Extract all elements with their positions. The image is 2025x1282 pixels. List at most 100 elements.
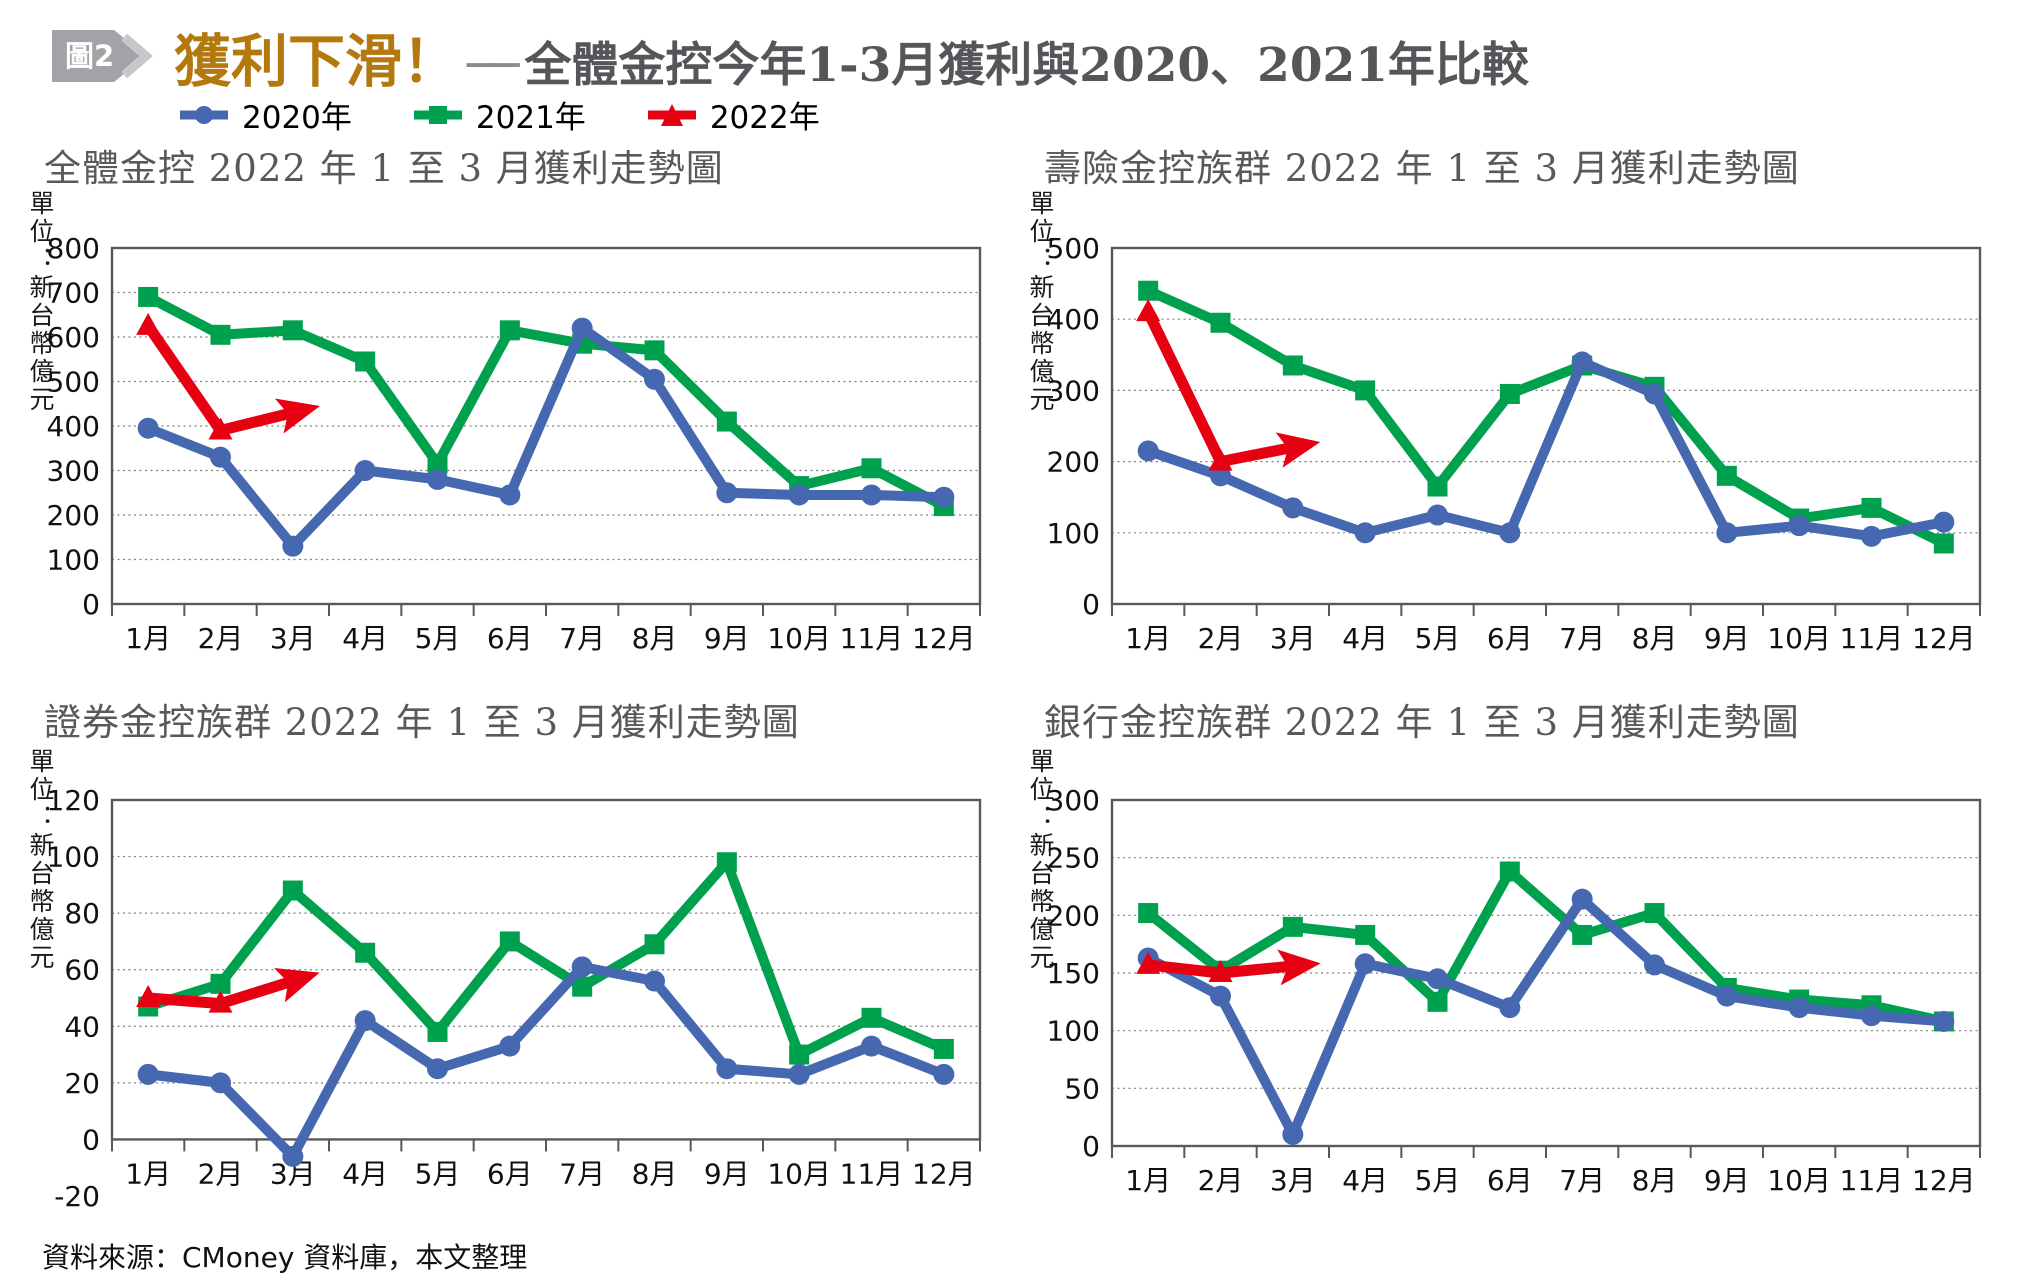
svg-text:80: 80: [64, 897, 100, 930]
svg-text:6月: 6月: [1487, 1164, 1533, 1197]
svg-text:1月: 1月: [125, 622, 171, 654]
figure-title: 獲利下滑！: [174, 28, 459, 95]
svg-text:200: 200: [1047, 899, 1100, 932]
svg-text:500: 500: [1047, 232, 1100, 265]
svg-text:1月: 1月: [1125, 1164, 1171, 1197]
svg-text:9月: 9月: [1704, 622, 1750, 654]
svg-text:12月: 12月: [912, 1157, 976, 1190]
svg-text:8月: 8月: [632, 622, 678, 654]
svg-text:0: 0: [1082, 588, 1100, 621]
chart-title: 壽險金控族群 2022 年 1 至 3 月獲利走勢圖: [1044, 147, 1800, 190]
legend-marker-circle-icon: [180, 105, 228, 124]
legend-item-label: 2022年: [709, 100, 820, 136]
svg-text:8月: 8月: [1632, 622, 1678, 654]
figure-header: 獲利下滑！ ── 全體金控今年1-3月獲利與2020、2021年比較: [174, 16, 1529, 98]
svg-text:9月: 9月: [1704, 1164, 1750, 1197]
svg-text:300: 300: [1047, 374, 1100, 407]
svg-text:400: 400: [1047, 303, 1100, 336]
svg-text:2月: 2月: [1198, 1164, 1244, 1197]
svg-text:11月: 11月: [1840, 622, 1904, 654]
svg-text:400: 400: [47, 410, 100, 443]
svg-text:100: 100: [1047, 517, 1100, 550]
svg-text:20: 20: [64, 1067, 100, 1100]
chart-title: 證券金控族群 2022 年 1 至 3 月獲利走勢圖: [44, 701, 800, 744]
svg-text:500: 500: [47, 366, 100, 399]
svg-text:8月: 8月: [632, 1157, 678, 1190]
svg-text:10月: 10月: [1767, 622, 1831, 654]
svg-text:5月: 5月: [415, 1157, 461, 1190]
chart-panel-overall: 全體金控 2022 年 1 至 3 月獲利走勢圖 單位：新台幣億元 0 100 20…: [26, 138, 1018, 683]
svg-text:150: 150: [1047, 957, 1100, 990]
figure-subtitle: 全體金控今年1-3月獲利與2020、2021年比較: [524, 38, 1529, 93]
svg-text:-20: -20: [54, 1180, 100, 1213]
svg-text:6月: 6月: [1487, 622, 1533, 654]
svg-text:0: 0: [82, 1123, 100, 1156]
svg-text:0: 0: [1082, 1130, 1100, 1163]
svg-text:1月: 1月: [125, 1157, 171, 1190]
svg-text:200: 200: [1047, 446, 1100, 479]
svg-text:7月: 7月: [1559, 1164, 1605, 1197]
svg-text:300: 300: [1047, 784, 1100, 817]
legend: 2020年 2021年 2022年: [178, 92, 820, 137]
svg-text:8月: 8月: [1632, 1164, 1678, 1197]
svg-text:9月: 9月: [704, 622, 750, 654]
svg-text:3月: 3月: [270, 622, 316, 654]
chart-panel-securities: 證券金控族群 2022 年 1 至 3 月獲利走勢圖 單位：新台幣億元 -20 0…: [26, 692, 1018, 1237]
svg-text:4月: 4月: [342, 1157, 388, 1190]
svg-text:10月: 10月: [767, 622, 831, 654]
svg-text:1月: 1月: [1125, 622, 1171, 654]
legend-marker-square-icon: [413, 105, 462, 124]
svg-text:5月: 5月: [1415, 622, 1461, 654]
line-chart: 0 100 200 300 400 500 600 700 800 1月 2月 3月 4月 5月 6月 7月 8…: [47, 232, 982, 654]
y-axis-unit-label: 單位：新台幣億元: [1026, 748, 1055, 972]
svg-text:7月: 7月: [1559, 622, 1605, 654]
svg-text:7月: 7月: [559, 622, 605, 654]
svg-text:4月: 4月: [342, 622, 388, 654]
svg-text:100: 100: [47, 544, 100, 577]
y-axis-unit-label: 單位：新台幣億元: [26, 190, 55, 414]
svg-text:120: 120: [47, 784, 100, 817]
legend-item-label: 2020年: [242, 100, 352, 136]
legend-item-2020: 2020年: [178, 92, 352, 137]
svg-text:2月: 2月: [198, 622, 244, 654]
svg-text:10月: 10月: [1767, 1164, 1831, 1197]
svg-text:11月: 11月: [840, 622, 904, 654]
svg-text:3月: 3月: [1270, 622, 1316, 654]
svg-text:3月: 3月: [1270, 1164, 1316, 1197]
chevron-right-icon: [121, 33, 153, 79]
svg-text:100: 100: [47, 841, 100, 874]
svg-text:0: 0: [82, 588, 100, 621]
svg-text:700: 700: [47, 277, 100, 310]
legend-item-label: 2021年: [475, 100, 586, 136]
svg-text:60: 60: [64, 954, 100, 987]
line-chart: 0 100 200 300 400 500 1月 2月 3月 4月 5月 6月 7月 8月 9月 10月 11月…: [1047, 232, 1982, 654]
y-axis-unit-label: 單位：新台幣億元: [1026, 190, 1055, 414]
svg-text:6月: 6月: [487, 1157, 533, 1190]
svg-text:50: 50: [1064, 1072, 1100, 1105]
svg-text:300: 300: [47, 455, 100, 488]
chart-panel-life-insurance: 壽險金控族群 2022 年 1 至 3 月獲利走勢圖 單位：新台幣億元 0 100…: [1026, 138, 2018, 683]
svg-text:11月: 11月: [1840, 1164, 1904, 1197]
svg-text:10月: 10月: [767, 1157, 831, 1190]
svg-text:4月: 4月: [1342, 1164, 1388, 1197]
y-axis-unit-label: 單位：新台幣億元: [26, 748, 55, 972]
svg-text:600: 600: [47, 321, 100, 354]
svg-text:2月: 2月: [198, 1157, 244, 1190]
legend-item-2021: 2021年: [412, 92, 586, 137]
svg-text:800: 800: [47, 232, 100, 265]
svg-text:2月: 2月: [1198, 622, 1244, 654]
chart-title: 全體金控 2022 年 1 至 3 月獲利走勢圖: [44, 147, 724, 190]
svg-text:200: 200: [47, 499, 100, 532]
legend-marker-triangle-icon: [647, 103, 696, 126]
svg-text:40: 40: [64, 1010, 100, 1043]
svg-text:5月: 5月: [415, 622, 461, 654]
legend-item-2022: 2022年: [646, 92, 820, 137]
svg-text:12月: 12月: [912, 622, 976, 654]
line-chart: 0 50 100 150 200 250 300 1月 2月 3月 4月 5月 6月 7月 8月 9月 10月 1…: [1047, 784, 1982, 1197]
chart-title: 銀行金控族群 2022 年 1 至 3 月獲利走勢圖: [1044, 701, 1800, 744]
svg-text:12月: 12月: [1912, 1164, 1976, 1197]
svg-text:100: 100: [1047, 1015, 1100, 1048]
svg-text:6月: 6月: [487, 622, 533, 654]
